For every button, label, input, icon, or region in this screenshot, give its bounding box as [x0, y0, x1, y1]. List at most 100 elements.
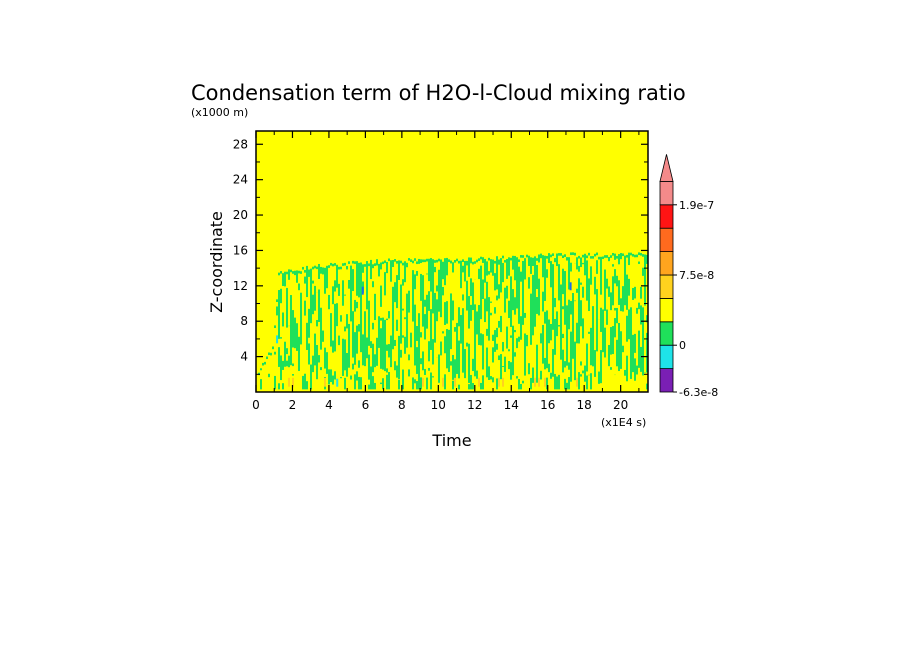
zero-streak — [306, 352, 308, 361]
zero-streak — [522, 330, 524, 364]
zero-streak — [542, 311, 544, 325]
low-level-band — [466, 366, 468, 392]
zero-streak — [406, 267, 408, 294]
low-level-band — [346, 376, 348, 392]
positive-patch — [292, 377, 294, 387]
zero-streak — [476, 291, 478, 312]
zero-streak — [398, 284, 400, 314]
zero-streak — [362, 272, 364, 282]
zero-streak — [436, 266, 438, 286]
low-level-band — [384, 371, 386, 392]
cloud-column — [474, 261, 476, 392]
zero-streak — [278, 338, 280, 348]
zero-streak — [410, 347, 412, 367]
y-tick-label: 28 — [233, 137, 248, 151]
zero-streak — [492, 275, 494, 306]
zero-streak — [566, 260, 568, 290]
zero-streak — [402, 265, 404, 280]
low-level-gap — [496, 378, 498, 390]
zero-streak — [300, 273, 302, 293]
cloud-column — [344, 262, 346, 392]
zero-streak — [624, 305, 626, 317]
zero-streak — [556, 266, 558, 303]
zero-streak — [318, 362, 320, 392]
zero-streak — [450, 266, 452, 278]
zero-streak — [420, 305, 422, 333]
low-level-gap — [306, 381, 308, 390]
zero-streak — [462, 300, 464, 309]
zero-streak — [602, 352, 604, 380]
zero-streak — [606, 349, 608, 381]
zero-streak — [416, 295, 418, 327]
zero-streak — [546, 258, 548, 270]
zero-streak — [568, 329, 570, 356]
zero-streak — [610, 354, 612, 368]
zero-streak — [558, 347, 560, 380]
low-level-gap — [382, 378, 384, 390]
x-tick-label: 2 — [289, 398, 297, 412]
low-level-band — [300, 369, 302, 392]
zero-streak — [530, 351, 532, 376]
low-level-band — [424, 374, 426, 392]
zero-streak — [594, 322, 596, 329]
zero-streak — [328, 267, 330, 295]
zero-streak — [286, 274, 288, 288]
zero-streak — [340, 321, 342, 357]
x-tick-label: 12 — [467, 398, 482, 412]
zero-streak — [616, 302, 618, 308]
zero-streak — [414, 260, 416, 275]
zero-streak — [322, 341, 324, 361]
zero-streak — [554, 307, 556, 319]
zero-streak — [612, 255, 614, 265]
positive-patch — [422, 377, 424, 387]
zero-streak — [586, 258, 588, 261]
cloud-column — [552, 253, 554, 392]
colorbar-label: 0 — [679, 339, 686, 352]
cloud-column — [500, 258, 502, 392]
zero-streak — [486, 275, 488, 282]
zero-streak — [426, 328, 428, 360]
zero-streak — [382, 268, 384, 299]
zero-streak — [408, 274, 410, 291]
zero-streak — [394, 345, 396, 362]
low-level-band — [516, 378, 518, 392]
zero-streak — [444, 285, 446, 303]
zero-streak — [284, 323, 286, 342]
zero-streak — [514, 314, 516, 321]
zero-streak — [306, 297, 308, 323]
zero-streak — [578, 258, 580, 266]
zero-streak — [556, 336, 558, 346]
low-level-band — [392, 384, 394, 392]
zero-streak — [520, 281, 522, 317]
zero-streak — [380, 306, 382, 318]
zero-streak — [598, 259, 600, 290]
low-level-band — [610, 369, 612, 392]
zero-streak — [562, 312, 564, 334]
zero-streak — [566, 287, 568, 306]
low-level-band — [264, 379, 266, 392]
low-level-gap — [372, 376, 374, 390]
zero-streak — [304, 338, 306, 367]
zero-streak — [394, 314, 396, 340]
zero-streak — [576, 343, 578, 379]
zero-streak — [280, 338, 282, 351]
low-level-band — [380, 384, 382, 392]
zero-streak — [396, 263, 398, 276]
x-unit-label: (x1E4 s) — [601, 416, 646, 429]
cloud-column — [368, 263, 370, 392]
zero-streak — [408, 326, 410, 355]
zero-streak — [340, 292, 342, 305]
colorbar-extend-arrow — [659, 154, 674, 182]
zero-streak — [536, 313, 538, 331]
zero-streak — [602, 259, 604, 274]
zero-streak — [358, 331, 360, 356]
zero-streak — [586, 322, 588, 344]
cloud-column — [488, 257, 490, 392]
zero-streak — [430, 291, 432, 308]
zero-streak — [468, 328, 470, 344]
zero-streak — [452, 276, 454, 297]
zero-streak — [480, 259, 482, 266]
zero-streak — [470, 331, 472, 361]
low-level-band — [572, 382, 574, 392]
zero-streak — [338, 269, 340, 284]
